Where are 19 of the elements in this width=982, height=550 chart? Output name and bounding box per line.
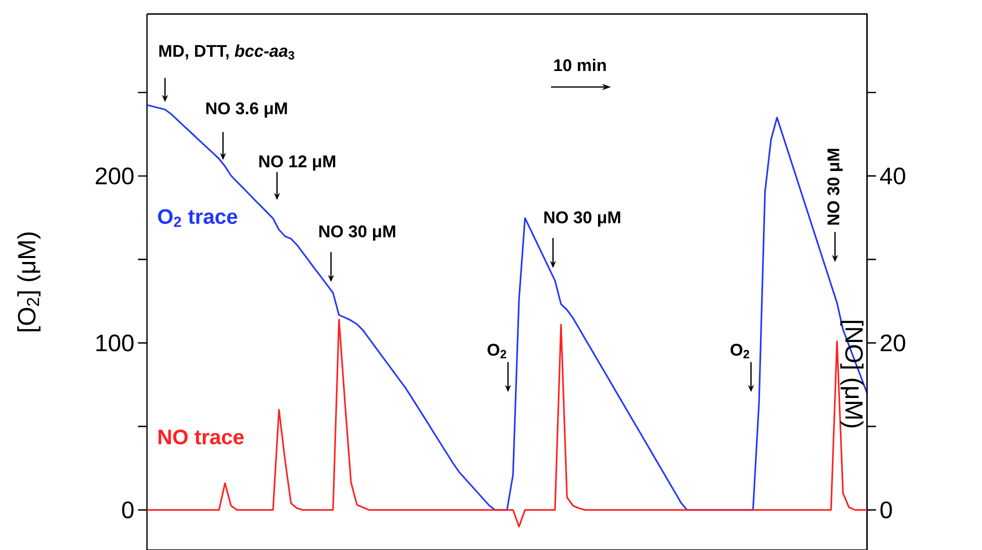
y2-tick-label: 0 <box>880 501 892 518</box>
y-tick-label: 100 <box>96 334 134 352</box>
annotation: NO 30 μM <box>319 225 396 241</box>
series-label: O$_{2}$ trace <box>158 209 238 227</box>
annotation: MD, DTT, bcc-aa$_{3}$ <box>159 44 294 60</box>
y2-tick-label: 40 <box>880 168 906 184</box>
y-tick-label: 0 <box>122 501 134 518</box>
series-label: NO trace <box>158 430 244 444</box>
annotation: O$_{2}$ <box>730 344 750 358</box>
y2-axis-title: [NO] (μM) <box>840 320 864 428</box>
annotation: NO 12 μM <box>259 155 336 171</box>
annotation: NO 3.6 μM <box>206 102 287 118</box>
y-axis-title: [O$_{2}$] (μM) <box>17 232 40 332</box>
annotation: NO 30 μM <box>827 148 843 225</box>
annotation: 10 min <box>554 58 606 72</box>
y-tick-label: 200 <box>96 168 134 184</box>
annotation: O$_{2}$ <box>488 344 506 358</box>
y2-tick-label: 20 <box>880 334 906 352</box>
annotation: NO 30 μM <box>544 211 620 227</box>
